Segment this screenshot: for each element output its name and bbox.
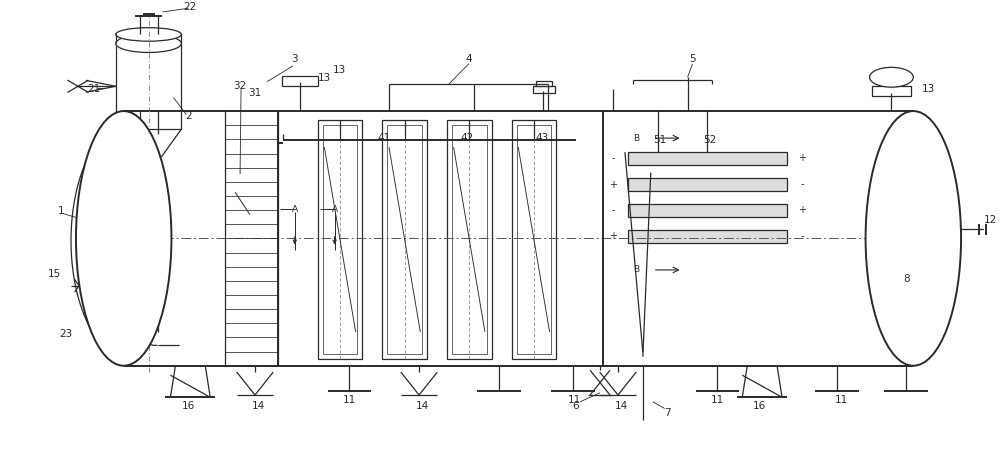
Bar: [512, 120, 556, 359]
Text: 31: 31: [248, 88, 262, 98]
Bar: [452, 125, 487, 354]
Ellipse shape: [116, 35, 181, 52]
Bar: [628, 230, 787, 243]
Text: +: +: [609, 231, 617, 241]
Bar: [536, 81, 552, 86]
Text: -: -: [800, 231, 804, 241]
Text: +: +: [609, 180, 617, 190]
Text: 8: 8: [903, 274, 910, 284]
Text: -: -: [611, 153, 615, 163]
Text: -: -: [611, 205, 615, 215]
Text: 16: 16: [753, 401, 766, 411]
Text: 1: 1: [58, 207, 64, 216]
Text: 7: 7: [664, 408, 671, 418]
Text: 43: 43: [536, 133, 549, 143]
Bar: [382, 120, 427, 359]
Bar: [447, 120, 492, 359]
Text: 16: 16: [182, 401, 195, 411]
Bar: [387, 125, 422, 354]
Text: 11: 11: [711, 394, 724, 404]
Bar: [628, 178, 787, 191]
Bar: [282, 76, 318, 86]
Text: 12: 12: [984, 215, 998, 225]
Bar: [533, 86, 555, 93]
Text: 3: 3: [291, 54, 298, 64]
Text: 52: 52: [703, 135, 716, 145]
Circle shape: [870, 67, 913, 87]
Bar: [628, 204, 787, 217]
Text: 4: 4: [465, 54, 472, 64]
Text: 2: 2: [185, 111, 192, 121]
Text: 5: 5: [689, 54, 696, 64]
Text: 32: 32: [233, 81, 247, 91]
Bar: [517, 125, 551, 354]
Text: B: B: [633, 265, 639, 274]
Ellipse shape: [116, 28, 181, 41]
Text: 42: 42: [460, 133, 473, 143]
Text: 22: 22: [184, 2, 197, 12]
Text: +: +: [798, 205, 806, 215]
Text: 14: 14: [415, 401, 429, 411]
Text: 23: 23: [59, 329, 73, 339]
Text: 14: 14: [251, 401, 265, 411]
Bar: [323, 125, 357, 354]
Text: +: +: [798, 153, 806, 163]
Text: 13: 13: [922, 84, 935, 94]
Text: 51: 51: [653, 135, 666, 145]
Ellipse shape: [866, 111, 961, 366]
Text: 21: 21: [87, 84, 100, 94]
Text: 11: 11: [568, 394, 581, 404]
Bar: [872, 86, 911, 96]
Text: 15: 15: [47, 269, 61, 279]
Text: 41: 41: [378, 133, 391, 143]
Bar: [318, 120, 362, 359]
Text: 13: 13: [333, 66, 346, 76]
Bar: [116, 43, 181, 129]
Text: 14: 14: [614, 401, 628, 411]
Text: 11: 11: [343, 394, 356, 404]
Bar: [628, 152, 787, 165]
Text: -: -: [800, 180, 804, 190]
Text: 6: 6: [572, 401, 579, 411]
Text: 13: 13: [318, 73, 331, 83]
Ellipse shape: [76, 111, 171, 366]
Text: B: B: [633, 134, 639, 142]
Text: A: A: [331, 205, 338, 213]
Text: 11: 11: [835, 394, 848, 404]
Text: A: A: [292, 205, 298, 213]
